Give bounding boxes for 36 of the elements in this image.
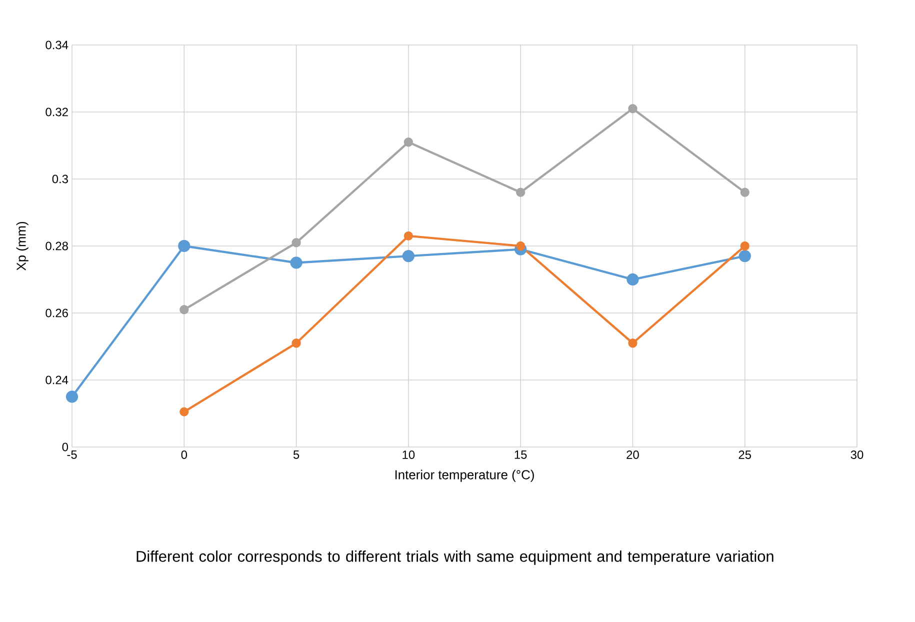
y-tick-label: 0.32	[46, 108, 68, 116]
point	[402, 250, 415, 262]
point	[290, 256, 302, 269]
point	[66, 390, 78, 403]
point	[740, 241, 750, 251]
x-tick-label: 10	[402, 450, 415, 459]
y-tick-label: 0.3	[52, 174, 68, 184]
x-tick-label: -5	[67, 450, 77, 459]
point	[628, 104, 638, 114]
x-tick-label: 25	[738, 450, 752, 459]
point	[180, 305, 189, 314]
y-tick-label: 0.24	[46, 376, 68, 384]
x-tick-label: 30	[850, 450, 864, 459]
point	[740, 188, 750, 197]
point	[404, 231, 414, 241]
y-axis-title: Xp (mm)	[16, 222, 28, 271]
y-tick-label: 0.34	[46, 40, 68, 50]
point	[180, 407, 189, 416]
point	[404, 138, 414, 147]
y-tick-label: 0.28	[46, 242, 68, 250]
y-tick-label: 0.26	[46, 308, 68, 318]
point	[178, 240, 190, 252]
x-tick-label: 20	[626, 450, 639, 459]
point	[516, 188, 526, 197]
point	[292, 238, 301, 248]
point	[626, 273, 639, 286]
text: Different color corresponds to different trials with same equipment and temperature variation	[136, 550, 774, 565]
point	[628, 338, 638, 348]
x-axis-title: Interior temperature (°C)	[395, 470, 534, 482]
point	[516, 241, 526, 251]
x-tick-label: 5	[293, 450, 300, 459]
x-tick-label: 0	[181, 450, 188, 459]
y-tick-label: 0	[62, 442, 68, 452]
x-tick-label: 15	[514, 450, 527, 459]
point	[738, 250, 751, 262]
point	[292, 338, 301, 348]
